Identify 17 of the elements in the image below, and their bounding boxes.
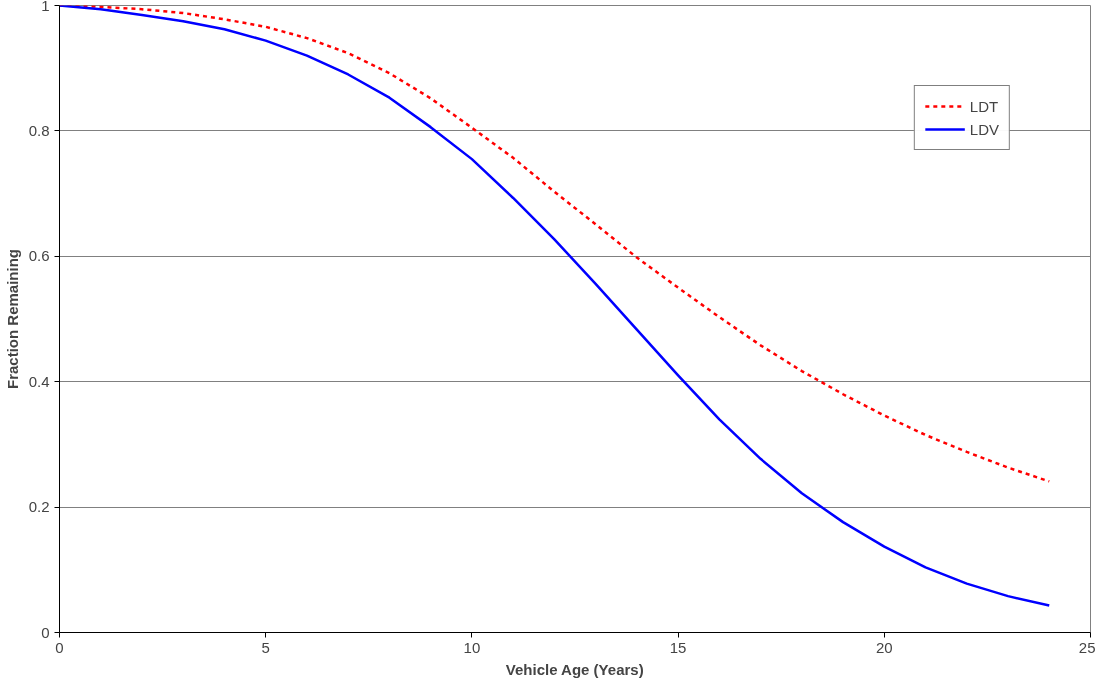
- y-tick-label: 0.8: [28, 121, 50, 139]
- y-axis-title: Fraction Remaining: [3, 248, 21, 390]
- x-tick-label: 15: [669, 638, 687, 656]
- x-tick-label: 5: [261, 638, 270, 656]
- y-tick-label: 1: [41, 0, 50, 14]
- line-series: [59, 5, 1051, 607]
- legend-label: LDV: [969, 120, 999, 138]
- legend-label: LDT: [969, 97, 999, 115]
- y-tick-label: 0: [41, 623, 50, 641]
- y-tick-label: 0.4: [28, 372, 50, 390]
- x-tick-label: 10: [463, 638, 481, 656]
- x-tick-label: 0: [55, 638, 64, 656]
- y-tick-label: 0.2: [28, 498, 50, 516]
- x-tick-label: 25: [1078, 638, 1096, 656]
- x-axis-title: Vehicle Age (Years): [505, 660, 644, 678]
- x-tick-label: 20: [875, 638, 893, 656]
- y-tick-label: 0.6: [28, 247, 50, 265]
